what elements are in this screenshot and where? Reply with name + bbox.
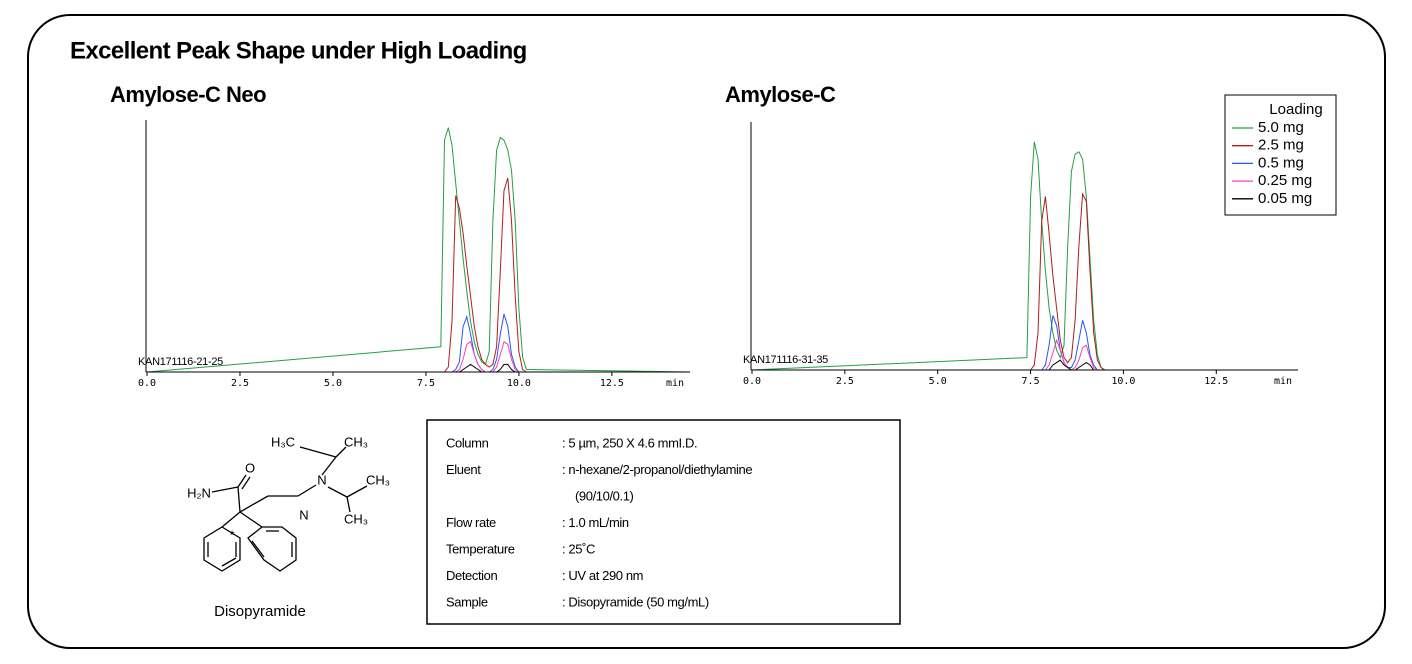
legend-label: 0.5 mg: [1258, 154, 1304, 171]
condition-label: Sample: [446, 594, 488, 609]
condition-value: : 1.0 mL/min: [562, 515, 629, 530]
atom-bg: [298, 509, 310, 522]
x-tick-label: 5.0: [929, 376, 947, 387]
trace: [752, 315, 1298, 371]
atom-label: *: [229, 527, 234, 542]
condition-value: : 5 µm, 250 X 4.6 mmI.D.: [562, 435, 697, 450]
x-tick-label: 12.5: [600, 378, 624, 389]
x-tick-label: 7.5: [1022, 376, 1040, 387]
x-axis-label: min: [666, 378, 684, 389]
trace: [146, 127, 691, 373]
atom-label: N: [317, 472, 326, 487]
condition-value: : Disopyramide (50 mg/mL): [562, 594, 709, 609]
atom-label: CH₃: [344, 511, 368, 526]
x-tick-label: 7.5: [417, 378, 435, 389]
atom-label: CH₃: [344, 434, 368, 449]
chart-title: Amylose-C: [725, 82, 836, 107]
x-tick-label: 5.0: [324, 378, 342, 389]
atom-label: H₂N: [187, 485, 211, 500]
condition-label: Detection: [446, 568, 497, 583]
trace: [751, 141, 1298, 371]
legend-box: [1224, 94, 1337, 216]
trace: [752, 338, 1298, 371]
condition-label: Eluent: [446, 462, 481, 477]
trace: [752, 192, 1298, 371]
atom-label: H₃C: [271, 434, 295, 449]
chart-title: Amylose-C Neo: [110, 82, 266, 107]
x-tick-label: 2.5: [231, 378, 249, 389]
x-tick-label: 0.0: [138, 378, 156, 389]
molecule: [203, 446, 368, 572]
page-title: Excellent Peak Shape under High Loading: [70, 37, 527, 64]
legend-label: 2.5 mg: [1258, 137, 1304, 154]
condition-value: : n-hexane/2-propanol/diethylamine: [562, 462, 752, 477]
legend-label: 5.0 mg: [1258, 119, 1304, 136]
run-id: KAN171116-31-35: [743, 354, 828, 366]
x-tick-label: 10.0: [507, 378, 531, 389]
condition-label: Temperature: [446, 541, 515, 556]
molecule-name: Disopyramide: [214, 603, 306, 620]
x-tick-label: 10.0: [1111, 376, 1135, 387]
atom-label: CH₃: [366, 472, 390, 487]
atom-label: N: [299, 507, 308, 522]
condition-value: (90/10/0.1): [575, 488, 634, 503]
condition-label: Column: [446, 435, 489, 450]
x-axis-label: min: [1274, 376, 1292, 387]
trace: [147, 341, 690, 373]
trace: [147, 313, 690, 373]
legend-label: 0.05 mg: [1258, 190, 1312, 207]
atom-label: O: [245, 460, 255, 475]
x-tick-label: 12.5: [1204, 376, 1228, 387]
conditions-box: [426, 419, 901, 625]
run-id: KAN171116-21-25: [138, 356, 223, 368]
legend-title: Loading: [1269, 101, 1322, 118]
x-tick-label: 0.0: [743, 376, 761, 387]
condition-value: : UV at 290 nm: [562, 568, 643, 583]
legend-label: 0.25 mg: [1258, 172, 1312, 189]
condition-value: : 25˚C: [562, 541, 595, 556]
x-tick-label: 2.5: [836, 376, 854, 387]
trace: [147, 177, 690, 373]
trace: [752, 359, 1298, 371]
frame: [27, 14, 1386, 649]
condition-label: Flow rate: [446, 515, 496, 530]
